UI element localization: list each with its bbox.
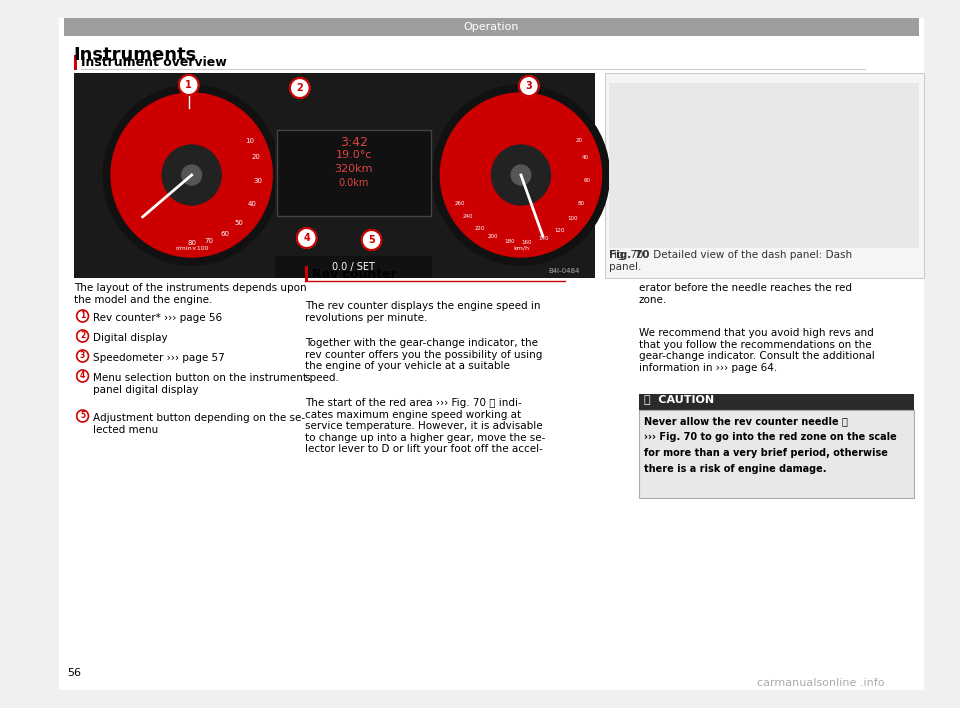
Text: 80: 80 [187, 240, 196, 246]
Bar [369, 223, 408, 278]
Text: Ⓘ  CAUTION: Ⓘ CAUTION [644, 394, 714, 404]
Text: km/h: km/h [513, 245, 529, 250]
Text: Digital display: Digital display [93, 333, 168, 343]
Text: r/min×100: r/min×100 [175, 245, 208, 250]
Text: 220: 220 [474, 226, 485, 231]
Bar [74, 73, 594, 278]
Bar [639, 394, 914, 412]
Circle shape [77, 370, 88, 382]
Bar [605, 73, 924, 278]
Circle shape [179, 75, 199, 95]
Text: 30: 30 [253, 178, 263, 184]
Text: Instrument overview: Instrument overview [81, 56, 227, 69]
Text: 4: 4 [303, 233, 310, 243]
Text: there is a risk of engine damage.: there is a risk of engine damage. [644, 464, 827, 474]
Bar [74, 55, 77, 70]
Text: Fig. 70   Detailed view of the dash panel: Dash
panel.: Fig. 70 Detailed view of the dash panel:… [610, 250, 852, 272]
Bar [276, 128, 433, 218]
Text: 40: 40 [582, 155, 589, 160]
Text: 19.0°c: 19.0°c [336, 150, 372, 160]
Text: 40: 40 [248, 201, 256, 207]
Text: Together with the gear-change indicator, the
rev counter offers you the possibil: Together with the gear-change indicator,… [304, 338, 542, 383]
Text: Menu selection button on the instrument
panel digital display: Menu selection button on the instrument … [93, 373, 307, 394]
Text: 0.0 / SET: 0.0 / SET [332, 262, 375, 272]
Text: 240: 240 [463, 215, 473, 219]
Bar [276, 256, 433, 278]
Text: 0.0km: 0.0km [339, 178, 369, 188]
Text: 200: 200 [488, 234, 498, 239]
Text: 70: 70 [204, 238, 213, 244]
Text: 2: 2 [80, 331, 85, 341]
Circle shape [162, 145, 221, 205]
Circle shape [433, 85, 610, 265]
Bar [304, 266, 307, 281]
Text: 20: 20 [252, 154, 261, 161]
Text: 1: 1 [80, 312, 85, 321]
Circle shape [511, 165, 531, 185]
Text: 3: 3 [80, 351, 85, 360]
Text: B4I-0484: B4I-0484 [548, 268, 580, 274]
Text: 260: 260 [455, 201, 466, 206]
Text: 20: 20 [575, 139, 583, 144]
Text: 60: 60 [221, 231, 229, 237]
Text: Rev counter* ››› page 56: Rev counter* ››› page 56 [93, 313, 223, 323]
Text: Never allow the rev counter needle ⓠ: Never allow the rev counter needle ⓠ [644, 416, 848, 426]
Text: 10: 10 [245, 138, 254, 144]
Bar [277, 130, 430, 216]
Bar [64, 18, 919, 36]
Circle shape [77, 350, 88, 362]
Text: The rev counter displays the engine speed in
revolutions per minute.: The rev counter displays the engine spee… [304, 301, 540, 323]
Text: 60: 60 [584, 178, 591, 183]
Text: 5: 5 [369, 235, 375, 245]
Bar [639, 410, 914, 498]
Circle shape [362, 230, 381, 250]
Text: 3: 3 [525, 81, 532, 91]
Circle shape [77, 310, 88, 322]
Circle shape [111, 93, 273, 257]
Circle shape [290, 78, 310, 98]
Text: We recommend that you avoid high revs and
that you follow the recommendations on: We recommend that you avoid high revs an… [639, 328, 875, 373]
Circle shape [519, 76, 539, 96]
Text: 320km: 320km [335, 164, 373, 174]
Text: 80: 80 [578, 201, 585, 206]
Circle shape [441, 93, 602, 257]
Text: Rev counter: Rev counter [312, 268, 396, 281]
Text: 180: 180 [504, 239, 515, 244]
Text: 2: 2 [297, 83, 303, 93]
Text: 5: 5 [80, 411, 85, 421]
Text: carmanuaIsonline .info: carmanuaIsonline .info [757, 678, 885, 688]
Text: 50: 50 [234, 220, 244, 226]
Text: ››› Fig. 70 to go into the red zone on the scale: ››› Fig. 70 to go into the red zone on t… [644, 432, 897, 442]
Text: 56: 56 [67, 668, 81, 678]
Text: Instruments: Instruments [74, 46, 197, 64]
Bar [292, 223, 331, 278]
Circle shape [104, 85, 280, 265]
Text: 160: 160 [521, 240, 532, 245]
Circle shape [77, 330, 88, 342]
Text: Operation: Operation [464, 22, 519, 32]
Text: 120: 120 [554, 228, 564, 233]
Bar [610, 83, 919, 248]
Text: Adjustment button depending on the se-
lected menu: Adjustment button depending on the se- l… [93, 413, 305, 435]
Text: The start of the red area ››› Fig. 70 ⓠ indi-
cates maximum engine speed working: The start of the red area ››› Fig. 70 ⓠ … [304, 398, 545, 455]
Text: 3:42: 3:42 [340, 136, 368, 149]
Circle shape [492, 145, 550, 205]
Text: The layout of the instruments depends upon
the model and the engine.: The layout of the instruments depends up… [74, 283, 306, 304]
Text: erator before the needle reaches the red
zone.: erator before the needle reaches the red… [639, 283, 852, 304]
Text: 140: 140 [539, 236, 549, 241]
Circle shape [297, 228, 317, 248]
Text: for more than a very brief period, otherwise: for more than a very brief period, other… [644, 448, 888, 458]
Text: Speedometer ››› page 57: Speedometer ››› page 57 [93, 353, 226, 363]
Text: 100: 100 [567, 216, 577, 221]
Circle shape [77, 410, 88, 422]
Circle shape [181, 165, 202, 185]
Text: 1: 1 [185, 80, 192, 90]
Text: 4: 4 [80, 372, 85, 380]
Text: Fig. 70: Fig. 70 [610, 250, 650, 260]
